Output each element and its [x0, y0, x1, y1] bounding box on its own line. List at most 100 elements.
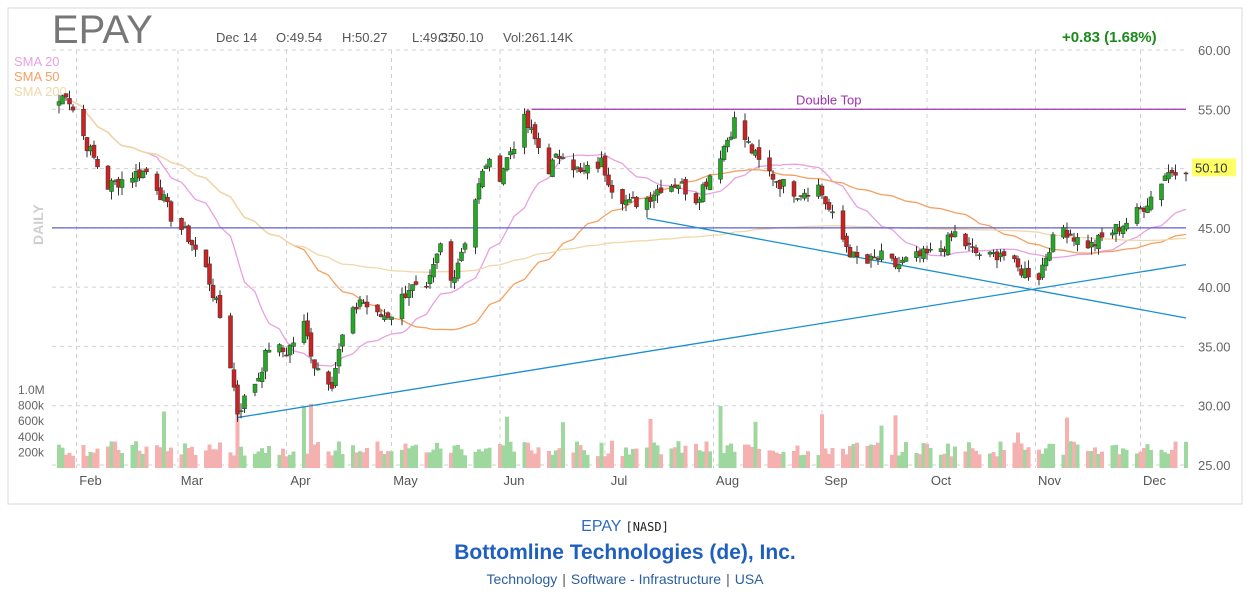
volume-bar [134, 441, 138, 468]
volume-bar [620, 455, 625, 468]
volume-bar [326, 451, 331, 468]
volume-bar [970, 448, 975, 468]
stock-chart: EPAY Dec 14 O:49.54 H:50.27 L:49.37 C:50… [7, 7, 1243, 505]
candle-body [263, 349, 268, 372]
candle-body [644, 198, 650, 210]
candle-body [427, 274, 433, 284]
volume-bar [1093, 447, 1097, 468]
y-tick-label: 30.00 [1198, 399, 1231, 414]
volume-bar [477, 449, 481, 468]
candle-body [63, 93, 69, 98]
volume-bar [1086, 450, 1090, 468]
volume-bar [893, 415, 898, 468]
volume-bar [802, 454, 807, 468]
volume-bar [480, 451, 485, 468]
volume-bar [704, 441, 709, 468]
candle-body [312, 359, 317, 369]
candle-body [291, 342, 296, 347]
candle-body [448, 241, 454, 281]
volume-bar [1149, 450, 1153, 468]
candle-body [1173, 172, 1178, 176]
candle-body [438, 243, 443, 253]
candle-body [928, 249, 933, 251]
volume-bar [645, 447, 649, 468]
candle-body [840, 210, 846, 240]
candle-body [1068, 233, 1073, 236]
volume-bar [106, 446, 110, 468]
candle-body [70, 106, 76, 111]
candle-body [340, 334, 345, 347]
candle-body [1148, 196, 1154, 210]
candle-body [676, 185, 681, 190]
volume-bar [750, 447, 754, 468]
volume-bar [162, 411, 166, 468]
candle-body [970, 246, 975, 248]
candle-body [966, 242, 972, 245]
volume-bar [526, 442, 530, 468]
candle-body [385, 312, 391, 318]
volume-bar [204, 450, 208, 468]
header-change: +0.83 (1.68%) [1062, 29, 1157, 46]
candle-body [207, 263, 212, 285]
volume-bar [375, 441, 380, 468]
candle-body [578, 167, 583, 172]
candle-body [823, 196, 828, 205]
volume-bar [557, 448, 562, 468]
candle-body [1026, 267, 1031, 278]
volume-bar [263, 452, 268, 468]
volume-bar [522, 442, 527, 468]
volume-bar [235, 412, 240, 468]
volume-bar [277, 454, 282, 468]
company-name[interactable]: Bottomline Technologies (de), Inc. [454, 541, 796, 564]
volume-bar [991, 452, 996, 468]
footer-ticker[interactable]: EPAY [581, 518, 622, 535]
candle-body [651, 195, 657, 201]
trendline-2 [646, 217, 1187, 319]
volume-bar [634, 448, 639, 468]
footer-sector[interactable]: Technology [486, 571, 558, 587]
volume-bar [141, 453, 145, 468]
candle-body [1169, 170, 1175, 174]
header-high: H:50.27 [342, 30, 388, 45]
volume-bar [81, 444, 86, 468]
volume-bar [942, 453, 947, 468]
volume-bar [389, 451, 394, 468]
candle-body [700, 184, 706, 202]
volume-bar [1075, 444, 1080, 468]
candle-body [732, 117, 737, 139]
volume-bar [169, 447, 173, 468]
candle-body [532, 124, 538, 140]
volume-bar [827, 454, 831, 468]
volume-bar [816, 455, 821, 468]
volume-bar [921, 443, 926, 468]
y-tick-label: 40.00 [1198, 280, 1231, 295]
volume-bar [767, 450, 772, 468]
candle-body [725, 139, 730, 148]
volume-bar [977, 454, 982, 468]
candle-body [749, 144, 755, 154]
candle-body [424, 285, 429, 288]
volume-bar [267, 445, 271, 468]
period-label: DAILY [30, 204, 46, 245]
footer-industry[interactable]: Software - Infrastructure [570, 571, 722, 587]
footer-country[interactable]: USA [734, 571, 764, 587]
volume-bar [1051, 443, 1055, 468]
legend-sma200: SMA 200 [14, 84, 67, 99]
volume-bar [435, 442, 439, 468]
candle-body [119, 179, 125, 188]
candle-body [602, 155, 608, 176]
volume-bar [550, 454, 555, 468]
volume-bar [865, 446, 870, 468]
volume-bar [1145, 444, 1150, 468]
candle-body [60, 95, 65, 105]
volume-bar [1121, 448, 1125, 468]
volume-bar [116, 449, 121, 468]
candle-body [536, 138, 541, 148]
volume-bar [673, 447, 677, 468]
volume-bar [1138, 451, 1143, 468]
volume-bar [844, 454, 849, 468]
volume-bar [309, 403, 313, 468]
volume-bar [680, 452, 684, 468]
volume-bar [851, 443, 856, 468]
volume-bar [1096, 453, 1101, 468]
